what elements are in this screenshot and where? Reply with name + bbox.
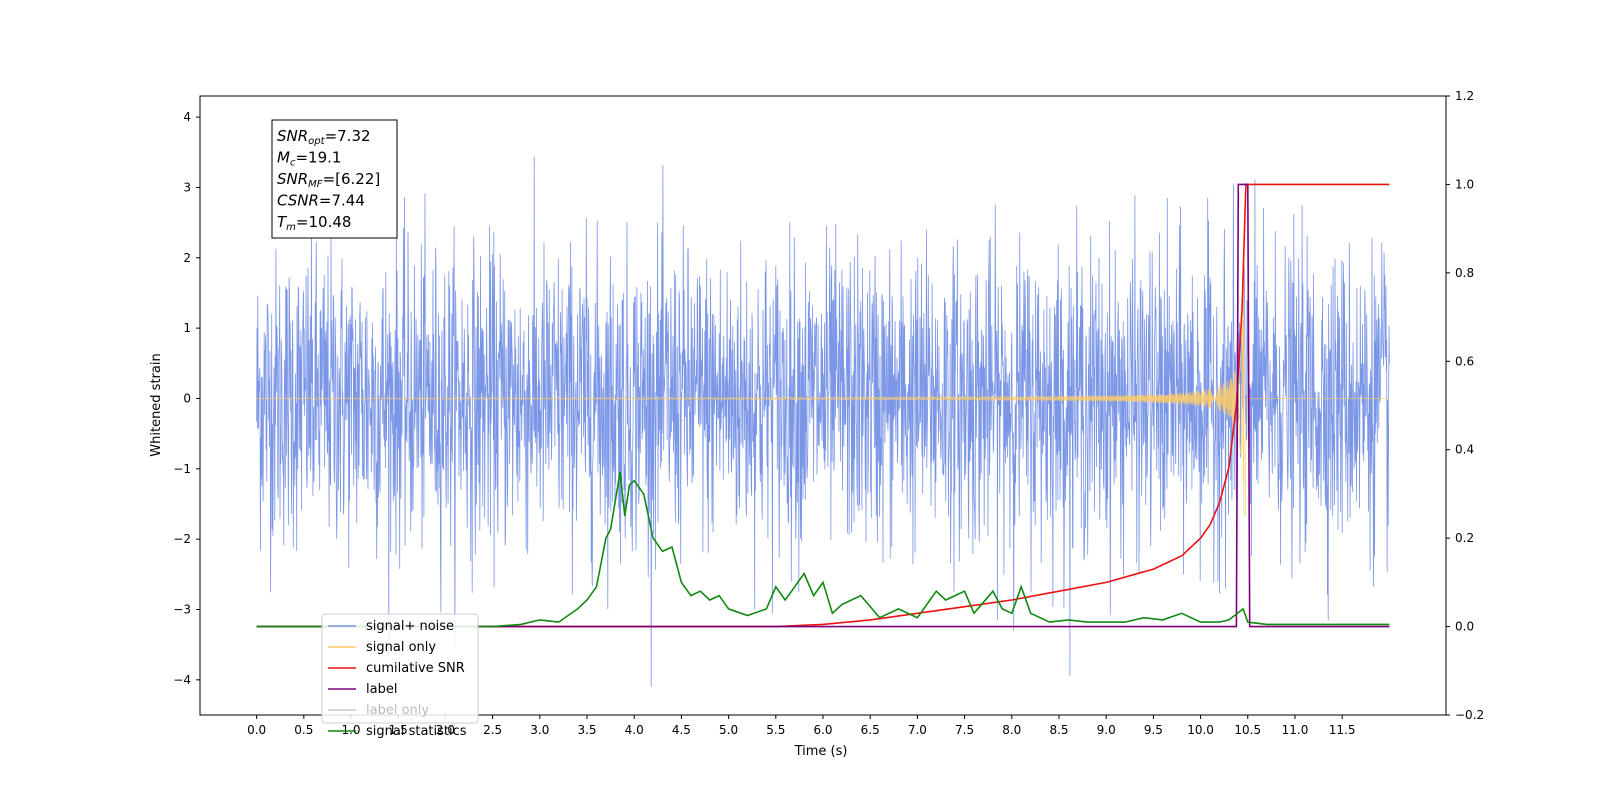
y-axis-ticks-left: 4 3 2 1 0 −1 −2 −3 −4 [173,110,200,687]
y2-tick-label: 1.0 [1455,177,1474,191]
y2-tick-label: 0.2 [1455,531,1474,545]
x-tick-label: 0.0 [247,723,266,737]
y-tick-label: −3 [173,602,191,616]
y-tick-label: 0 [183,391,191,405]
x-tick-label: 3.5 [577,723,596,737]
annotation-line: Tm=10.48 [277,213,351,233]
legend-label: cumilative SNR [366,661,465,676]
x-tick-label: 5.5 [766,723,785,737]
legend-label: label only [366,703,429,718]
y-tick-label: −4 [173,673,191,687]
x-tick-label: 11.0 [1282,723,1309,737]
x-tick-label: 11.5 [1329,723,1356,737]
legend-label: signal+ noise [366,619,454,634]
x-tick-label: 1.0 [341,723,360,737]
x-tick-label: 10.0 [1187,723,1214,737]
x-tick-label: 8.5 [1049,723,1068,737]
y2-tick-label: 1.2 [1455,89,1474,103]
y-tick-label: 2 [183,251,191,265]
x-axis-label: Time (s) [794,744,848,759]
y-axis-ticks-right: 1.2 1.0 0.8 0.6 0.4 0.2 0.0 −0.2 [1446,89,1484,722]
legend: signal+ noise signal only cumilative SNR la… [321,613,479,739]
annotation-line: SNRopt=7.32 [277,127,371,147]
x-tick-label: 9.5 [1144,723,1163,737]
y2-tick-label: 0.0 [1455,620,1474,634]
x-tick-label: 2.5 [483,723,502,737]
y-tick-label: 4 [183,110,191,124]
annotation-line: CSNR=7.44 [277,192,365,210]
x-tick-label: 9.0 [1097,723,1116,737]
series-signal-only [256,279,1390,516]
legend-label: signal statistics [366,724,467,739]
x-axis-ticks: 0.0 0.5 1.0 1.5 2.0 2.5 3.0 3.5 4.0 4.5 5.0 5.5 6.0 6… [247,715,1356,737]
x-tick-label: 6.0 [813,723,832,737]
annotation-line: Mc=19.1 [277,149,341,169]
x-tick-label: 7.5 [955,723,974,737]
y-tick-label: −2 [173,532,191,546]
y-axis-label: Whitened strain [149,353,164,456]
legend-label: label [366,682,397,697]
x-tick-label: 3.0 [530,723,549,737]
x-tick-label: 5.0 [719,723,738,737]
series-label [256,183,1390,628]
x-tick-label: 4.5 [672,723,691,737]
x-tick-label: 10.5 [1234,723,1261,737]
y-tick-label: 1 [183,321,191,335]
x-tick-label: 2.0 [436,723,455,737]
x-tick-label: 1.5 [389,723,408,737]
x-tick-label: 6.5 [861,723,880,737]
y2-tick-label: 0.4 [1455,443,1474,457]
series-signal-noise [256,156,1390,687]
y-tick-label: 3 [183,180,191,194]
y2-tick-label: 0.8 [1455,266,1474,280]
series-signal-statistics [256,471,1390,628]
y-tick-label: −1 [173,462,191,476]
x-tick-label: 4.0 [625,723,644,737]
series-layer [256,156,1390,687]
x-tick-label: 0.5 [294,723,313,737]
y2-tick-label: 0.6 [1455,354,1474,368]
annotation-line: SNRMF=[6.22] [277,170,380,190]
x-tick-label: 8.0 [1002,723,1021,737]
legend-label: signal only [366,640,436,655]
y2-tick-label: −0.2 [1455,708,1484,722]
x-tick-label: 7.0 [908,723,927,737]
